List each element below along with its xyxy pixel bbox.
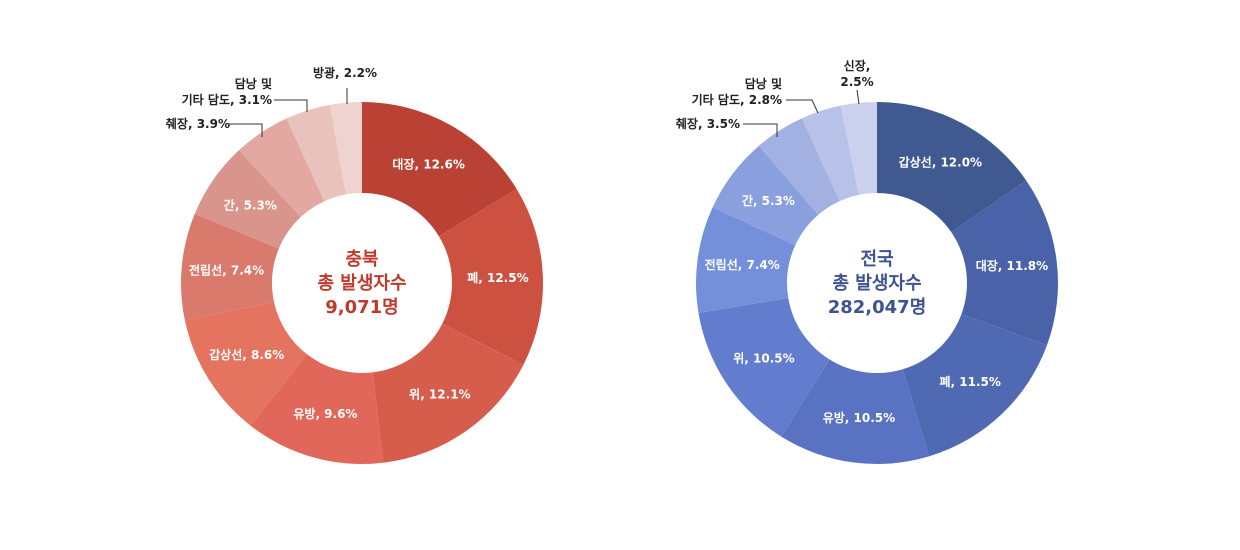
outside-label-1-8: 췌장, 3.9% [166,117,230,131]
slice-2-10 [840,102,877,195]
slice-2-3 [902,313,1047,457]
slice-2-4 [781,359,929,464]
leader-line-1-9 [274,99,308,112]
leader-line-2-9 [786,99,819,114]
slice-label-2-4: 유방, 10.5% [823,410,895,425]
center-text-2-1: 전국 [860,249,893,270]
slice-label-2-5: 위, 10.5% [733,352,794,366]
outside-label-2-9: 담낭 및 기타 담도, 2.8% [692,76,782,107]
slice-1-3 [372,323,524,463]
slice-1-1 [362,102,517,237]
slice-1-4 [250,353,384,465]
slice-2-8 [758,118,840,215]
slice-label-2-7: 간, 5.3% [742,193,795,208]
center-text-1-1: 충북 [345,249,378,270]
donut-chart-1: 대장, 12.6% 폐, 12.5% 위, 12.1% 유방, 9.6% 갑상선, 8.… [166,65,544,465]
slice-label-1-6: 전립선, 7.4% [189,263,264,278]
slice-label-2-3: 폐, 11.5% [939,374,1000,389]
slice-2-2 [951,180,1058,346]
center-text-2-2: 총 발생자수 [832,273,921,294]
slice-label-2-6: 전립선, 7.4% [705,257,780,272]
slice-1-9 [286,104,346,202]
slice-label-1-4: 유방, 9.6% [293,406,357,421]
slice-1-10 [329,102,362,195]
center-text-1-2: 총 발생자수 [317,273,406,294]
slice-1-2 [438,188,544,365]
leader-line-2-8 [743,123,778,137]
slice-label-2-1: 갑상선, 12.0% [899,155,983,170]
outside-label-2-10: 신장, 2.5% [840,58,873,89]
slice-1-8 [238,118,325,218]
donut-chart-2: 갑상선, 12.0% 대장, 11.8% 폐, 11.5% 유방, 10.5% 위, 1… [676,58,1058,464]
slice-label-1-1: 대장, 12.6% [392,157,464,171]
outside-label-1-10: 방광, 2.2% [313,65,377,80]
outside-label-1-9: 담낭 및 기타 담도, 3.1% [182,76,272,107]
slice-label-2-2: 대장, 11.8% [976,259,1048,273]
slice-1-6 [181,213,279,321]
slice-1-7 [194,150,301,249]
slice-label-1-5: 갑상선, 8.6% [209,347,284,362]
slice-label-1-7: 간, 5.3% [224,197,277,212]
leader-line-1-8 [228,123,263,137]
center-text-1-3: 9,071명 [325,297,399,318]
slice-2-6 [696,207,796,313]
slice-2-9 [801,105,859,202]
outside-label-2-8: 췌장, 3.5% [676,117,740,131]
slice-2-5 [698,297,830,437]
slice-2-7 [712,145,819,246]
leader-line-2-10 [856,89,860,105]
slice-1-5 [184,301,307,426]
slice-label-1-2: 폐, 12.5% [467,270,528,285]
center-text-2-3: 282,047명 [828,297,927,318]
slice-label-1-3: 위, 12.1% [409,388,470,402]
slice-2-1 [877,102,1027,233]
